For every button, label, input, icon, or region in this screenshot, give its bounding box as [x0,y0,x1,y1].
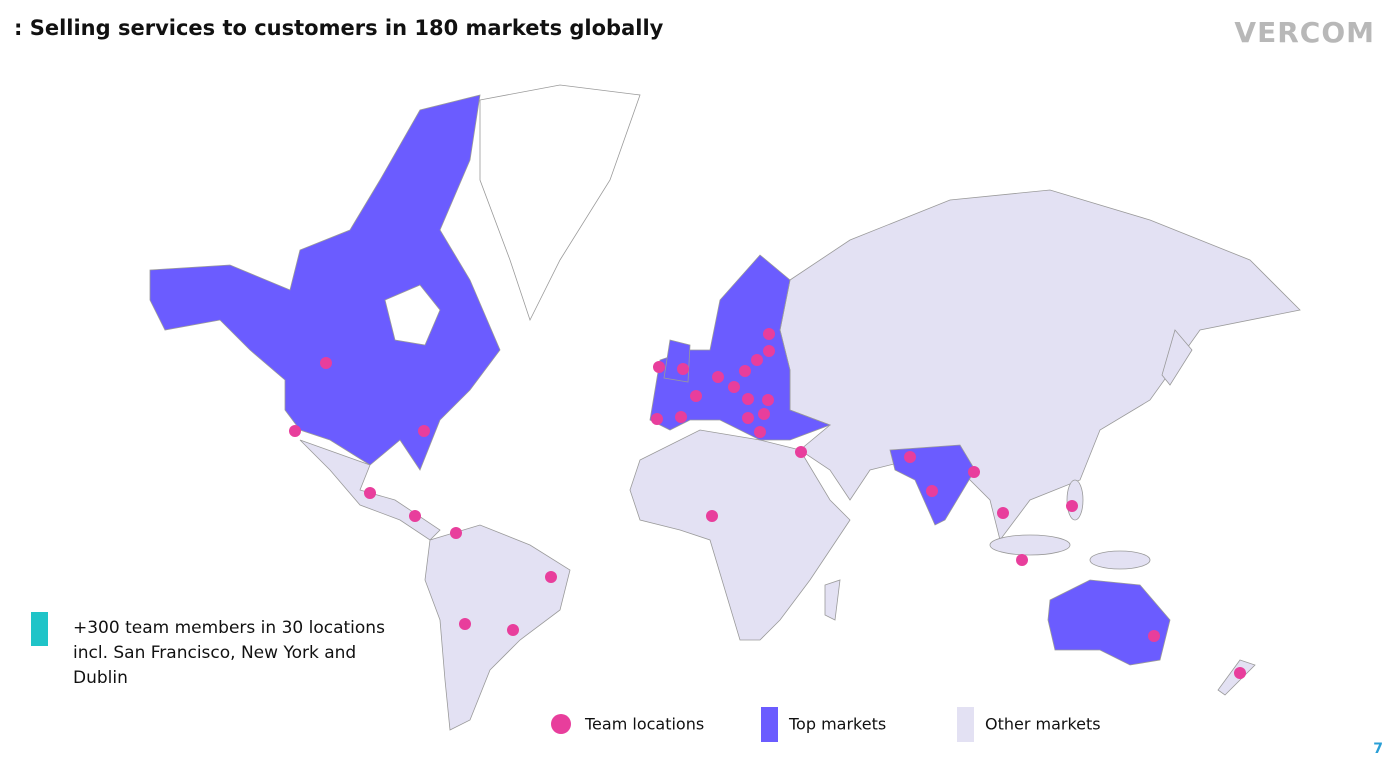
madagascar [824,579,841,621]
team-dot [418,425,430,437]
team-dot [712,371,724,383]
team-dot [1016,554,1028,566]
team-dot [409,510,421,522]
asia [779,189,1301,541]
team-dot [968,466,980,478]
team-dot [762,394,774,406]
team-dot [690,390,702,402]
africa [629,429,851,641]
australia [1047,579,1171,666]
team-dot [742,412,754,424]
team-dot [675,411,687,423]
team-dot [677,363,689,375]
team-dot [728,381,740,393]
note-marker [31,612,48,646]
central-america [299,439,441,541]
legend-swatch [551,714,571,734]
legend-swatch [957,707,974,742]
team-dot [742,393,754,405]
team-dot [507,624,519,636]
uk [663,339,691,383]
team-dot [1066,500,1078,512]
team-dot [751,354,763,366]
new-guinea [1089,550,1151,570]
team-dot [754,426,766,438]
team-dot [459,618,471,630]
team-dot [763,328,775,340]
india [889,444,976,526]
japan [1161,329,1193,386]
team-dot [739,365,751,377]
team-dot [1234,667,1246,679]
team-locations [289,328,1246,679]
greenland [479,84,641,322]
team-dot [758,408,770,420]
legend-swatch [761,707,778,742]
legend: Team locations Top markets Other markets [551,707,1101,742]
note: +300 team members in 30 locations incl. … [73,618,385,688]
north-america [149,94,501,471]
title: : Selling services to customers in 180 m… [14,16,664,40]
team-dot [706,510,718,522]
team-dot [795,446,807,458]
legend-label: Top markets [788,715,886,734]
philippines [1066,479,1084,521]
legend-label: Team locations [584,715,704,734]
team-dot [763,345,775,357]
team-dot [926,485,938,497]
team-dot [320,357,332,369]
team-dot [997,507,1009,519]
team-dot [653,361,665,373]
team-dot [904,451,916,463]
legend-label: Other markets [985,715,1101,734]
page-number: 7 [1373,741,1383,757]
team-dot [289,425,301,437]
team-dot [364,487,376,499]
team-dot [450,527,462,539]
team-dot [651,413,663,425]
south-america [424,524,571,731]
indonesia [989,534,1071,556]
team-dot [1148,630,1160,642]
hudson-bay [384,284,441,346]
team-dot [545,571,557,583]
logo: VERCOM [1234,16,1375,49]
